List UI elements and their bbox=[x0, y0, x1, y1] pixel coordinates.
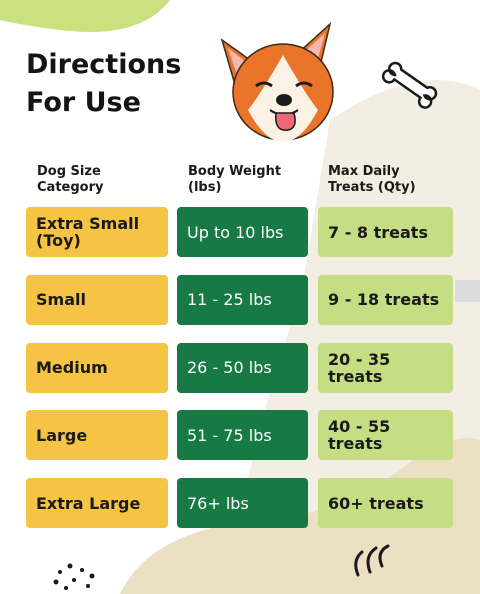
table-cell: 11 - 25 lbs bbox=[177, 274, 308, 325]
table-cell: Extra Small (Toy) bbox=[26, 207, 168, 257]
table-cell: 76+ lbs bbox=[177, 478, 308, 529]
column-header: Body Weight (lbs) bbox=[188, 164, 282, 195]
column-header: Dog Size Category bbox=[37, 164, 104, 195]
table-cell: Extra Large bbox=[26, 478, 168, 529]
table-cell: 7 - 8 treats bbox=[318, 207, 453, 257]
table-cell: 51 - 75 lbs bbox=[177, 410, 308, 461]
table-cell: 9 - 18 treats bbox=[318, 274, 453, 325]
table-cell: 60+ treats bbox=[318, 478, 453, 529]
title: Directions For Use bbox=[26, 49, 182, 118]
table-cell: Up to 10 lbs bbox=[177, 207, 308, 257]
dog-illustration bbox=[220, 21, 334, 142]
table-cell: Large bbox=[26, 410, 168, 461]
table-cell: 20 - 35 treats bbox=[318, 342, 453, 393]
table-cell: 26 - 50 lbs bbox=[177, 342, 308, 393]
table-cell: Medium bbox=[26, 342, 168, 393]
column-header: Max Daily Treats (Qty) bbox=[328, 164, 416, 195]
table-cell: Small bbox=[26, 274, 168, 325]
table-cell: 40 - 55 treats bbox=[318, 410, 453, 461]
